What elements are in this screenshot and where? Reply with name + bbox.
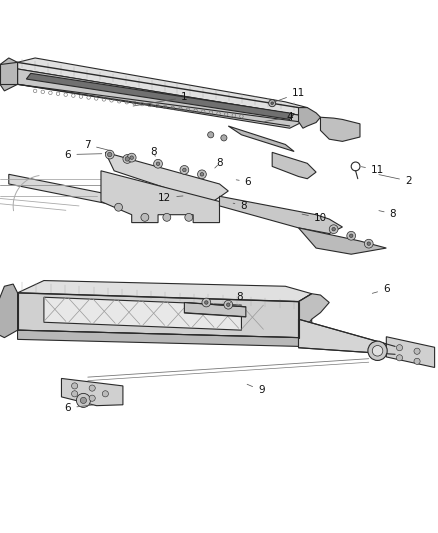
Polygon shape (184, 303, 245, 317)
Text: 1: 1 (133, 93, 187, 106)
Circle shape (102, 391, 108, 397)
Polygon shape (18, 330, 298, 346)
Text: 8: 8 (230, 292, 242, 303)
Circle shape (346, 231, 355, 240)
Polygon shape (228, 126, 293, 151)
Circle shape (180, 166, 188, 174)
Circle shape (226, 303, 230, 306)
Circle shape (76, 393, 90, 407)
Text: 6: 6 (371, 284, 389, 294)
Text: 12: 12 (158, 192, 183, 203)
Text: 7: 7 (84, 140, 110, 151)
Circle shape (127, 154, 136, 162)
Circle shape (89, 385, 95, 391)
Polygon shape (0, 284, 18, 337)
Circle shape (366, 242, 370, 245)
Polygon shape (0, 58, 18, 91)
Text: 8: 8 (233, 201, 247, 211)
Circle shape (413, 348, 419, 354)
Text: 11: 11 (273, 88, 304, 102)
Circle shape (396, 345, 402, 351)
Polygon shape (18, 69, 302, 128)
Text: 2: 2 (378, 175, 411, 186)
Circle shape (223, 300, 232, 309)
Text: 4: 4 (264, 112, 293, 122)
Circle shape (153, 159, 162, 168)
Circle shape (201, 298, 210, 307)
Circle shape (80, 397, 86, 403)
Polygon shape (298, 319, 394, 354)
Circle shape (204, 301, 208, 304)
Circle shape (123, 155, 131, 163)
Polygon shape (44, 297, 241, 330)
Text: 9: 9 (247, 384, 264, 395)
Circle shape (331, 228, 335, 231)
Circle shape (71, 391, 78, 397)
Text: 6: 6 (64, 403, 93, 413)
Text: 8: 8 (214, 158, 223, 168)
Polygon shape (385, 337, 434, 367)
Text: 11: 11 (360, 165, 383, 175)
Circle shape (268, 100, 275, 107)
Circle shape (125, 157, 129, 161)
Circle shape (328, 225, 337, 233)
Text: 8: 8 (378, 209, 396, 219)
Polygon shape (272, 152, 315, 179)
Polygon shape (18, 293, 311, 337)
Circle shape (105, 150, 114, 159)
Circle shape (156, 162, 159, 166)
Polygon shape (18, 280, 311, 302)
Circle shape (220, 135, 226, 141)
Circle shape (162, 213, 170, 221)
Circle shape (413, 358, 419, 365)
Text: 8: 8 (150, 147, 157, 157)
Polygon shape (26, 74, 293, 119)
Polygon shape (298, 294, 328, 337)
Circle shape (367, 341, 386, 360)
Polygon shape (61, 378, 123, 406)
Circle shape (89, 395, 95, 401)
Circle shape (114, 203, 122, 211)
Circle shape (197, 170, 206, 179)
Circle shape (130, 156, 133, 159)
Circle shape (182, 168, 186, 172)
Circle shape (71, 383, 78, 389)
Text: 6: 6 (64, 150, 102, 159)
Polygon shape (101, 171, 219, 223)
Polygon shape (9, 174, 131, 209)
Polygon shape (219, 196, 342, 233)
Polygon shape (320, 117, 359, 141)
Text: 6: 6 (236, 177, 251, 187)
Circle shape (184, 213, 192, 221)
Polygon shape (298, 108, 320, 128)
Circle shape (107, 152, 112, 157)
Polygon shape (105, 152, 228, 203)
Circle shape (200, 173, 203, 176)
Circle shape (270, 102, 273, 104)
Polygon shape (18, 58, 307, 115)
Polygon shape (298, 228, 385, 254)
Circle shape (364, 239, 372, 248)
Circle shape (349, 234, 352, 238)
Circle shape (396, 355, 402, 361)
Circle shape (207, 132, 213, 138)
Circle shape (141, 213, 148, 221)
Text: 10: 10 (301, 213, 326, 223)
Circle shape (371, 345, 382, 356)
